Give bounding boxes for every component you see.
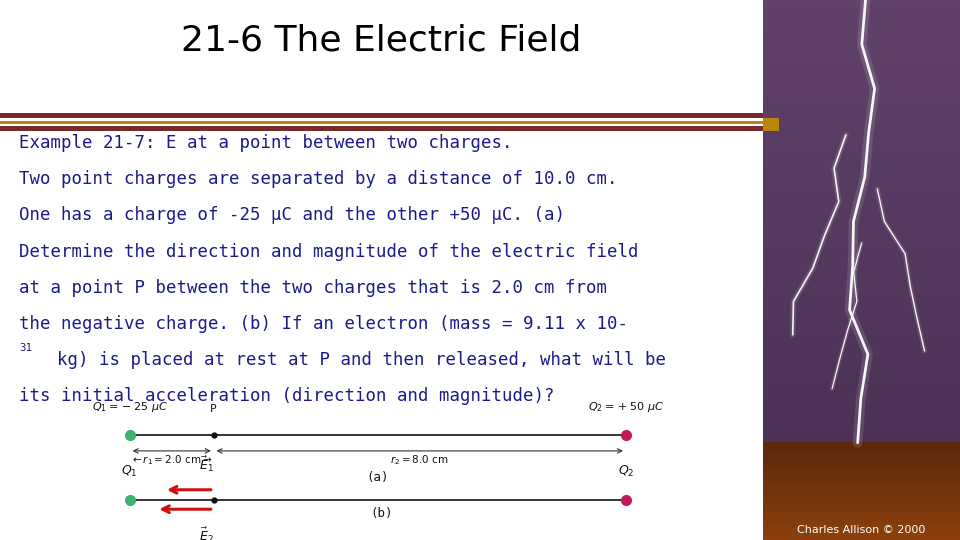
Text: Charles Allison © 2000: Charles Allison © 2000: [798, 524, 925, 535]
Bar: [0, 126, 763, 131]
Text: $\leftarrow r_1 = 2.0\ \mathrm{cm}\rightarrow$: $\leftarrow r_1 = 2.0\ \mathrm{cm}\right…: [131, 454, 213, 468]
Text: the negative charge. (b) If an electron (mass = 9.11 x 10-: the negative charge. (b) If an electron …: [19, 315, 628, 333]
Text: Determine the direction and magnitude of the electric field: Determine the direction and magnitude of…: [19, 242, 638, 261]
Text: $Q_2$: $Q_2$: [617, 464, 634, 479]
Text: P: P: [210, 404, 217, 414]
Text: (a): (a): [367, 471, 389, 484]
Text: at a point P between the two charges that is 2.0 cm from: at a point P between the two charges tha…: [19, 279, 607, 297]
Text: One has a charge of -25 μC and the other +50 μC. (a): One has a charge of -25 μC and the other…: [19, 206, 565, 225]
Text: its initial acceleration (direction and magnitude)?: its initial acceleration (direction and …: [19, 387, 555, 406]
Bar: [0, 121, 763, 124]
Text: $\vec{E}_1$: $\vec{E}_1$: [199, 454, 213, 474]
Text: $Q_1$: $Q_1$: [122, 464, 138, 479]
Text: 31: 31: [19, 343, 32, 353]
Text: Two point charges are separated by a distance of 10.0 cm.: Two point charges are separated by a dis…: [19, 170, 617, 188]
Text: $\vec{E}_2$: $\vec{E}_2$: [199, 525, 213, 540]
Text: kg) is placed at rest at P and then released, what will be: kg) is placed at rest at P and then rele…: [36, 351, 666, 369]
Text: Example 21-7: E at a point between two charges.: Example 21-7: E at a point between two c…: [19, 134, 513, 152]
Bar: [763, 118, 779, 131]
Text: $r_2 = 8.0\ \mathrm{cm}$: $r_2 = 8.0\ \mathrm{cm}$: [391, 454, 449, 468]
Text: $Q_1 = -25\ \mu C$: $Q_1 = -25\ \mu C$: [92, 400, 168, 414]
Text: (b): (b): [371, 507, 393, 519]
Bar: [0, 113, 763, 118]
Text: $Q_2 = +50\ \mu C$: $Q_2 = +50\ \mu C$: [588, 400, 663, 414]
Text: 21-6 The Electric Field: 21-6 The Electric Field: [181, 24, 582, 57]
